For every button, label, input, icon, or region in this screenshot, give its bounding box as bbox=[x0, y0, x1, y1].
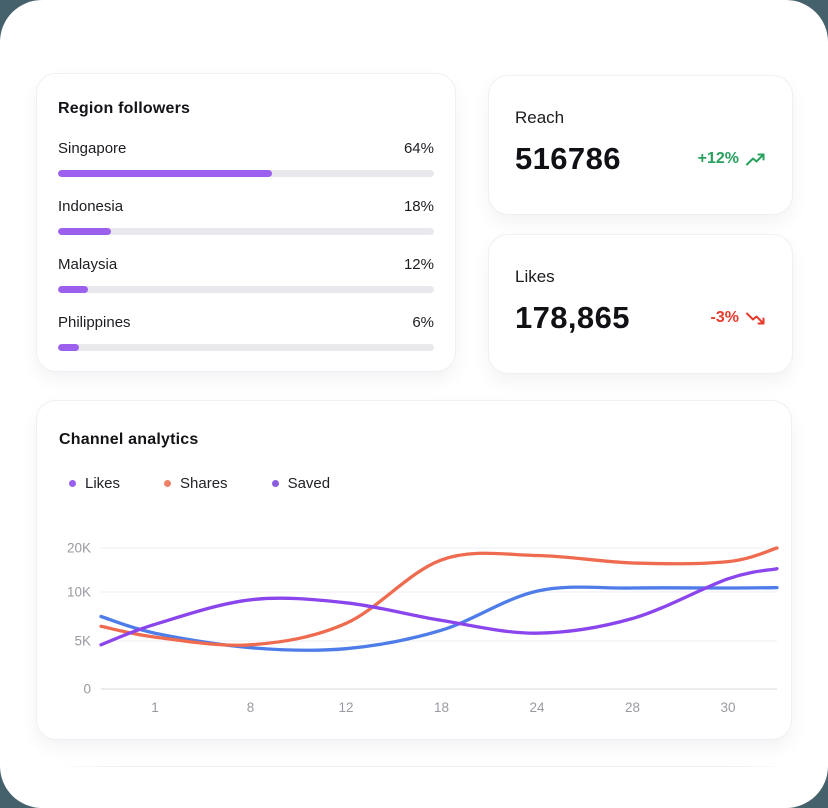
stat-label: Likes bbox=[515, 267, 555, 286]
legend-dot-icon bbox=[164, 480, 172, 487]
stat-value: 178,865 bbox=[515, 300, 630, 335]
chart-card-title: Channel analytics bbox=[59, 431, 199, 448]
region-name: Philippines bbox=[58, 314, 131, 331]
region-percent: 64% bbox=[403, 140, 434, 157]
stat-delta: +12% bbox=[698, 150, 766, 168]
progress-fill bbox=[58, 170, 273, 177]
x-axis-label: 8 bbox=[247, 700, 255, 715]
series-line-likes bbox=[99, 585, 779, 652]
region-row: Singapore 64% bbox=[58, 140, 434, 177]
progress-track bbox=[58, 228, 434, 235]
series-line-saved bbox=[99, 567, 779, 647]
legend-item[interactable]: Likes bbox=[69, 475, 120, 492]
x-axis-label: 12 bbox=[338, 700, 353, 715]
chart-legend: Likes Shares Saved bbox=[37, 475, 791, 492]
region-name: Singapore bbox=[58, 140, 127, 157]
stat-delta-text: +12% bbox=[697, 150, 739, 167]
region-rows: Singapore 64% Indonesia 18% Malaysia 12%… bbox=[58, 140, 434, 351]
progress-fill bbox=[58, 228, 111, 235]
region-row: Indonesia 18% bbox=[58, 198, 434, 235]
region-followers-card: Region followers Singapore 64% Indonesia… bbox=[36, 73, 456, 372]
x-axis-label: 18 bbox=[434, 700, 449, 715]
reach-card: Reach 516786 +12% bbox=[488, 75, 793, 215]
region-card-title: Region followers bbox=[58, 100, 191, 117]
legend-dot-icon bbox=[69, 480, 76, 487]
region-name: Indonesia bbox=[58, 198, 124, 215]
trending-down-icon bbox=[746, 312, 765, 324]
likes-card: Likes 178,865 -3% bbox=[488, 234, 793, 374]
y-axis-label: 20K bbox=[67, 541, 91, 556]
region-row: Malaysia 12% bbox=[58, 256, 434, 293]
legend-item[interactable]: Saved bbox=[271, 475, 331, 492]
legend-dot-icon bbox=[271, 480, 279, 487]
region-row: Philippines 6% bbox=[58, 314, 434, 351]
x-axis-label: 30 bbox=[720, 700, 735, 715]
channel-analytics-card: Channel analytics Likes Shares Saved 0 5K… bbox=[36, 400, 792, 740]
trending-up-icon bbox=[746, 153, 765, 165]
region-percent: 6% bbox=[412, 314, 434, 331]
x-axis-label: 28 bbox=[625, 700, 640, 715]
legend-label: Likes bbox=[85, 475, 121, 492]
stat-value: 516786 bbox=[515, 141, 621, 176]
progress-track bbox=[58, 344, 434, 351]
series-line-shares bbox=[99, 546, 779, 647]
progress-fill bbox=[58, 286, 89, 293]
stat-label: Reach bbox=[515, 108, 565, 127]
y-axis-label: 0 bbox=[83, 682, 91, 697]
partial-next-card-edge bbox=[58, 766, 790, 767]
x-axis-label: 1 bbox=[151, 700, 159, 715]
y-axis-label: 5K bbox=[74, 634, 91, 649]
legend-label: Shares bbox=[180, 475, 228, 492]
stat-delta: -3% bbox=[711, 309, 766, 327]
progress-track bbox=[58, 286, 434, 293]
region-name: Malaysia bbox=[58, 256, 118, 273]
progress-fill bbox=[58, 344, 79, 351]
y-axis-label: 10K bbox=[67, 585, 91, 600]
x-axis-label: 24 bbox=[529, 700, 545, 715]
region-percent: 18% bbox=[403, 198, 434, 215]
progress-track bbox=[58, 170, 434, 177]
legend-item[interactable]: Shares bbox=[164, 475, 228, 492]
stat-delta-text: -3% bbox=[710, 309, 739, 326]
region-percent: 12% bbox=[403, 256, 434, 273]
legend-label: Saved bbox=[287, 475, 331, 492]
